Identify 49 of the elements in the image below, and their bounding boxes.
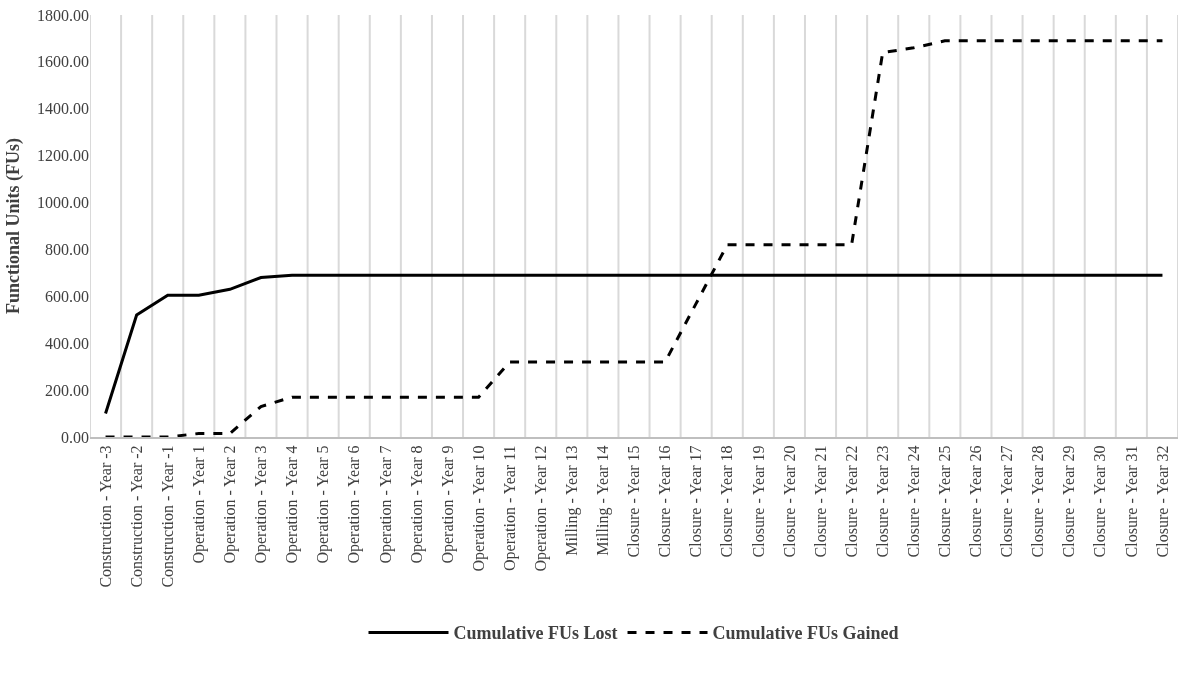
x-tick-label: Operation - Year 2 (221, 445, 240, 564)
x-tick-label: Closure - Year 28 (1029, 445, 1047, 558)
y-tick-label: 0.00 (61, 428, 89, 446)
x-tick-label: Operation - Year 3 (252, 445, 271, 564)
x-tick-label: Operation - Year 8 (407, 445, 426, 564)
x-tick-label: Closure - Year 16 (656, 445, 674, 558)
x-tick-label: Closure - Year 31 (1122, 445, 1140, 558)
x-tick-label: Milling - Year 13 (563, 445, 582, 556)
x-tick-label: Operation - Year 1 (190, 445, 208, 564)
x-tick-label: Closure - Year 24 (904, 445, 922, 558)
y-tick-label: 600.00 (45, 287, 89, 305)
x-tick-label: Closure - Year 17 (687, 445, 705, 558)
x-tick-label: Operation - Year 10 (469, 445, 488, 572)
y-tick-label: 1400.00 (37, 100, 89, 118)
x-tick-label: Construction - Year -2 (127, 445, 145, 588)
x-tick-label: Closure - Year 22 (842, 445, 860, 558)
y-axis-title: Functional Units (FUs) (3, 137, 25, 315)
x-tick-label: Closure - Year 19 (749, 445, 767, 558)
legend-label: Cumulative FUs Gained (712, 623, 899, 644)
y-tick-label: 1600.00 (37, 53, 89, 71)
x-tick-label: Closure - Year 21 (811, 445, 829, 558)
y-tick-label: 1200.00 (37, 147, 89, 165)
x-tick-label: Closure - Year 30 (1091, 445, 1109, 558)
y-tick-label: 1000.00 (37, 194, 89, 212)
line-series (104, 39, 1164, 437)
x-tick-label: Construction - Year -1 (158, 445, 176, 588)
x-tick-label: Closure - Year 26 (967, 445, 985, 558)
y-tick-label: 800.00 (45, 241, 89, 259)
y-tick-label: 200.00 (45, 381, 89, 399)
x-tick-label: Milling - Year 14 (594, 445, 613, 556)
x-tick-label: Operation - Year 12 (531, 445, 550, 572)
x-tick-label: Closure - Year 20 (780, 445, 798, 558)
x-tick-label: Construction - Year -3 (96, 445, 114, 588)
x-tick-label: Closure - Year 27 (998, 445, 1016, 558)
x-tick-label: Closure - Year 29 (1060, 445, 1078, 558)
x-tick-label: Operation - Year 6 (345, 445, 364, 564)
x-tick-label: Closure - Year 15 (625, 445, 643, 558)
x-tick-label: Operation - Year 11 (500, 445, 519, 572)
x-tick-label: Operation - Year 5 (314, 445, 333, 564)
legend-label: Cumulative FUs Lost (453, 623, 618, 644)
x-tick-label: Operation - Year 7 (376, 445, 395, 564)
x-tick-label: Closure - Year 32 (1153, 445, 1171, 558)
x-tick-label: Closure - Year 25 (936, 445, 954, 558)
x-tick-label: Closure - Year 23 (873, 445, 891, 558)
x-tick-label: Closure - Year 18 (718, 445, 736, 558)
x-tick-label: Operation - Year 9 (438, 445, 457, 564)
x-tick-label: Operation - Year 4 (283, 445, 302, 564)
y-tick-label: 400.00 (45, 334, 89, 352)
y-tick-label: 1800.00 (37, 6, 89, 24)
